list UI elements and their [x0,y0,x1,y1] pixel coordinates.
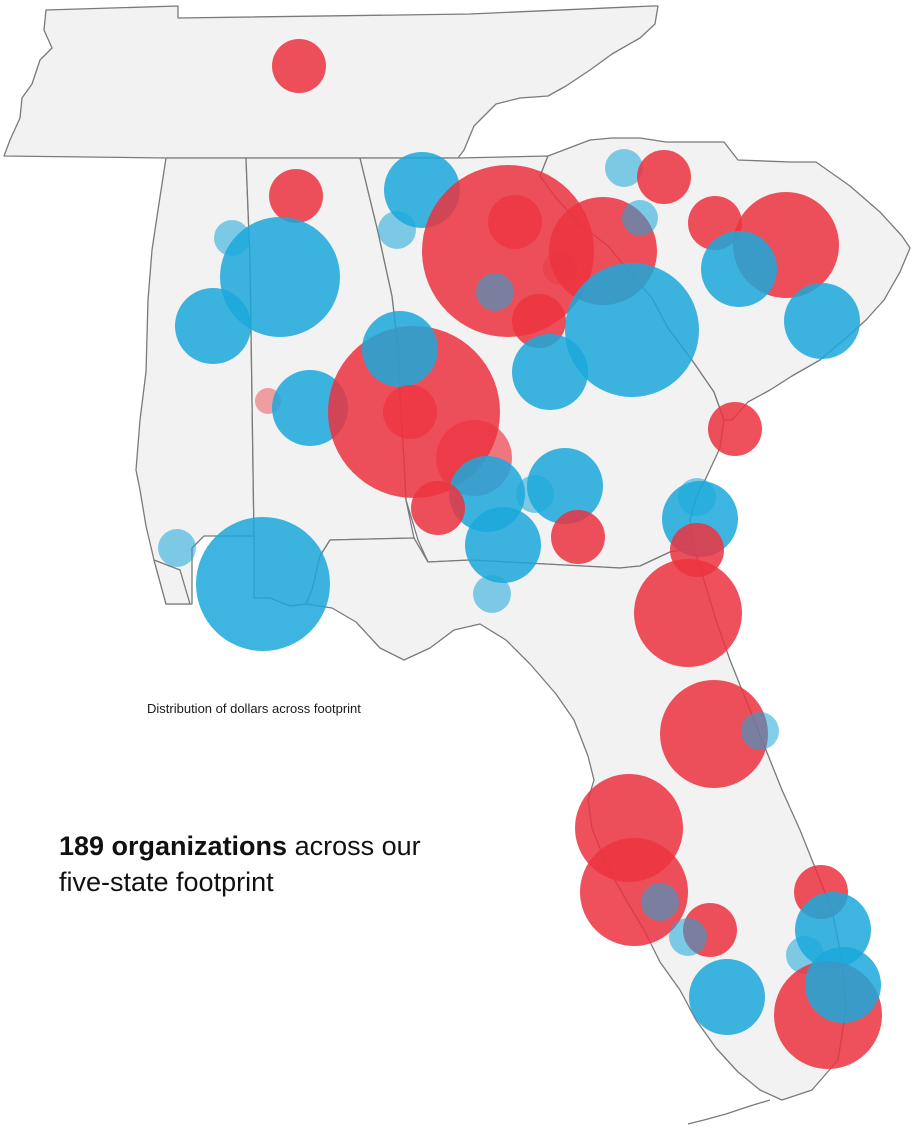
blue-bubble-40 [158,529,196,567]
headline-bold: 189 organizations [59,831,288,861]
headline-rest: across our [287,831,421,861]
blue-bubble-48 [669,918,707,956]
blue-bubble-41 [196,517,330,651]
blue-bubble-25 [362,311,438,387]
blue-bubble-3 [220,217,340,337]
florida-keys [687,1099,771,1125]
blue-bubble-32 [465,507,541,583]
blue-bubble-49 [689,959,765,1035]
red-bubble-35 [708,402,762,456]
red-bubble-14 [543,251,577,285]
state-louisiana-edge [153,559,191,605]
headline: 189 organizations across our five-state … [59,828,421,900]
blue-bubble-11 [476,273,514,311]
red-bubble-39 [634,559,742,667]
blue-bubble-43 [741,712,779,750]
headline-line2: five-state footprint [59,867,274,897]
red-bubble-26 [383,385,437,439]
red-bubble-29 [411,481,465,535]
map-caption: Distribution of dollars across footprint [147,701,361,716]
red-bubble-0 [272,39,326,93]
red-bubble-10 [488,195,542,249]
blue-bubble-21 [784,283,860,359]
blue-bubble-22 [565,263,699,397]
red-bubble-9 [422,165,594,337]
blue-bubble-54 [805,947,881,1023]
blue-bubble-20 [701,231,777,307]
red-bubble-33 [551,510,605,564]
blue-bubble-15 [605,149,643,187]
blue-bubble-6 [272,370,348,446]
red-bubble-16 [637,150,691,204]
blue-bubble-46 [641,883,679,921]
state-tennessee [3,5,659,159]
blue-bubble-4 [175,288,251,364]
blue-bubble-8 [378,211,416,249]
red-bubble-42 [660,680,768,788]
blue-bubble-23 [512,334,588,410]
blue-bubble-37 [678,478,716,516]
blue-bubble-34 [473,575,511,613]
blue-bubble-31 [527,448,603,524]
blue-bubble-17 [622,200,658,236]
red-bubble-1 [269,169,323,223]
